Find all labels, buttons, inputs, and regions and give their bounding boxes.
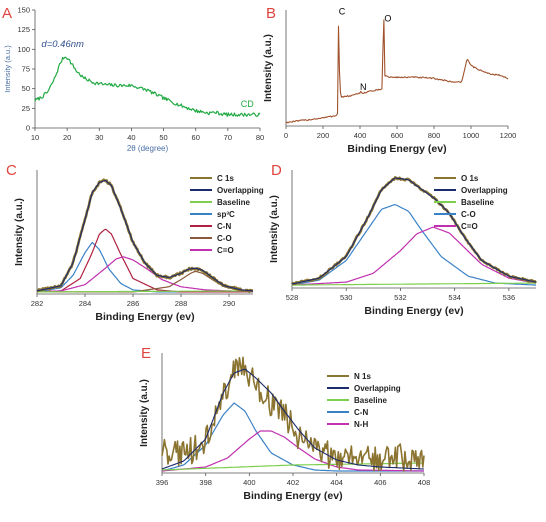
y-tick-label: 125: [17, 25, 30, 34]
y-tick-label: 50: [22, 84, 30, 93]
series-line: [37, 290, 253, 293]
x-axis-label: 2θ (degree): [127, 144, 169, 153]
legend-label: C-O: [217, 234, 232, 243]
annotation: O: [384, 14, 391, 24]
legend: N 1s Overlapping Baseline C-N N-H: [327, 372, 401, 429]
x-axis-label: Binding Energy (ev): [347, 143, 446, 155]
legend-label: Overlapping: [217, 186, 264, 195]
x-tick-label: 282: [31, 299, 44, 308]
annotation: N: [360, 82, 367, 92]
x-tick-label: 532: [394, 293, 407, 302]
legend: C 1s Overlapping Baseline sp³C C-N C-O C=O: [190, 174, 264, 255]
legend-label: Baseline: [461, 198, 494, 207]
x-tick-label: 50: [159, 133, 167, 142]
panel-letter: C: [6, 162, 17, 179]
x-tick-label: 30: [95, 133, 103, 142]
x-tick-label: 530: [340, 293, 353, 302]
series-line: [161, 462, 424, 471]
x-tick-label: 536: [503, 293, 516, 302]
series-line: [291, 226, 537, 286]
panel-e: E 396 398 400 402 404 406 408 Binding Energy (ev…: [139, 345, 430, 502]
legend-label: O 1s: [461, 174, 479, 183]
x-tick-label: 60: [192, 133, 200, 142]
x-tick-label: 406: [374, 478, 387, 487]
y-axis-label: Intensity (a.u.): [14, 198, 25, 266]
x-tick-label: 284: [79, 299, 92, 308]
x-tick-label: 70: [224, 133, 232, 142]
x-tick-label: 290: [223, 299, 236, 308]
x-tick-label: 396: [156, 478, 169, 487]
series-line: [161, 368, 425, 470]
legend-label: Baseline: [354, 396, 387, 405]
x-tick-label: 400: [243, 478, 256, 487]
series-line: [34, 56, 261, 117]
legend-label: C-N: [354, 408, 368, 417]
x-axis-label: Binding Energy (ev): [243, 490, 342, 502]
legend-label: C=O: [461, 222, 478, 231]
x-tick-label: 400: [354, 131, 367, 140]
y-axis-label: Intensity (a.u.): [269, 195, 280, 263]
legend-label: Overlapping: [354, 384, 401, 393]
legend-label: C-N: [217, 222, 231, 231]
x-tick-label: 288: [175, 299, 188, 308]
x-tick-label: 408: [418, 478, 431, 487]
x-tick-label: 528: [286, 293, 299, 302]
series-line: [37, 228, 253, 293]
x-tick-label: 40: [127, 133, 135, 142]
y-axis-label: Intensity (a.u.): [139, 379, 150, 447]
annotation: C: [339, 7, 346, 17]
panel-letter: E: [141, 345, 151, 362]
x-tick-label: 200: [317, 131, 330, 140]
x-tick-label: 402: [287, 478, 300, 487]
legend-label: C=O: [217, 246, 234, 255]
series-line: [291, 177, 537, 285]
x-axis-label: Binding Energy (ev): [364, 305, 463, 317]
y-tick-label: 0: [26, 124, 30, 133]
x-tick-label: 80: [256, 133, 264, 142]
y-axis-label: Intensity (a.u.): [3, 45, 12, 93]
series-line: [37, 256, 253, 293]
x-tick-label: 534: [448, 293, 461, 302]
legend-label: C 1s: [217, 174, 234, 183]
x-tick-label: 800: [428, 131, 441, 140]
x-axis-label: Binding Energy (ev): [95, 311, 194, 323]
annotation: CD: [241, 99, 254, 109]
panel-letter: B: [266, 5, 276, 22]
panel-a: A 10 20 30 40 50 60 70 80 0 25 50 75 100 125 150 2θ (deg…: [2, 5, 264, 153]
series-line: [161, 430, 424, 472]
legend-label: Overlapping: [461, 186, 508, 195]
annotation: d=0.46nm: [41, 39, 84, 50]
y-tick-label: 25: [22, 104, 30, 113]
legend-label: C-O: [461, 210, 476, 219]
panel-b: B 0 200 400 600 800 1000 1200 Binding Energy (ev…: [263, 5, 516, 155]
legend-label: Baseline: [217, 198, 250, 207]
y-tick-label: 150: [17, 6, 30, 15]
series-line: [36, 180, 254, 292]
series-line: [291, 282, 536, 286]
series-line: [285, 19, 509, 124]
x-tick-label: 286: [127, 299, 140, 308]
panel-letter: D: [271, 162, 282, 179]
x-tick-label: 1000: [463, 131, 480, 140]
x-tick-label: 10: [31, 133, 39, 142]
legend-label: sp³C: [217, 210, 235, 219]
x-tick-label: 600: [391, 131, 404, 140]
y-tick-label: 100: [17, 45, 30, 54]
x-tick-label: 404: [330, 478, 343, 487]
y-tick-label: 75: [22, 65, 30, 74]
panel-d: D 528 530 532 534 536 Binding Energy (ev) Inten…: [269, 162, 538, 317]
panel-c: C 282 284 286 288 290 Binding Energy (ev) Inten…: [6, 162, 264, 323]
panel-letter: A: [2, 5, 12, 22]
x-tick-label: 0: [284, 131, 288, 140]
legend-label: N 1s: [354, 372, 371, 381]
x-tick-label: 20: [63, 133, 71, 142]
y-axis-label: Intensity (a.u.): [263, 34, 274, 102]
series-line: [161, 402, 424, 472]
legend-label: N-H: [354, 420, 368, 429]
series-line: [161, 356, 425, 472]
legend: O 1s Overlapping Baseline C-O C=O: [434, 174, 508, 231]
x-tick-label: 398: [199, 478, 212, 487]
x-tick-label: 1200: [500, 131, 517, 140]
